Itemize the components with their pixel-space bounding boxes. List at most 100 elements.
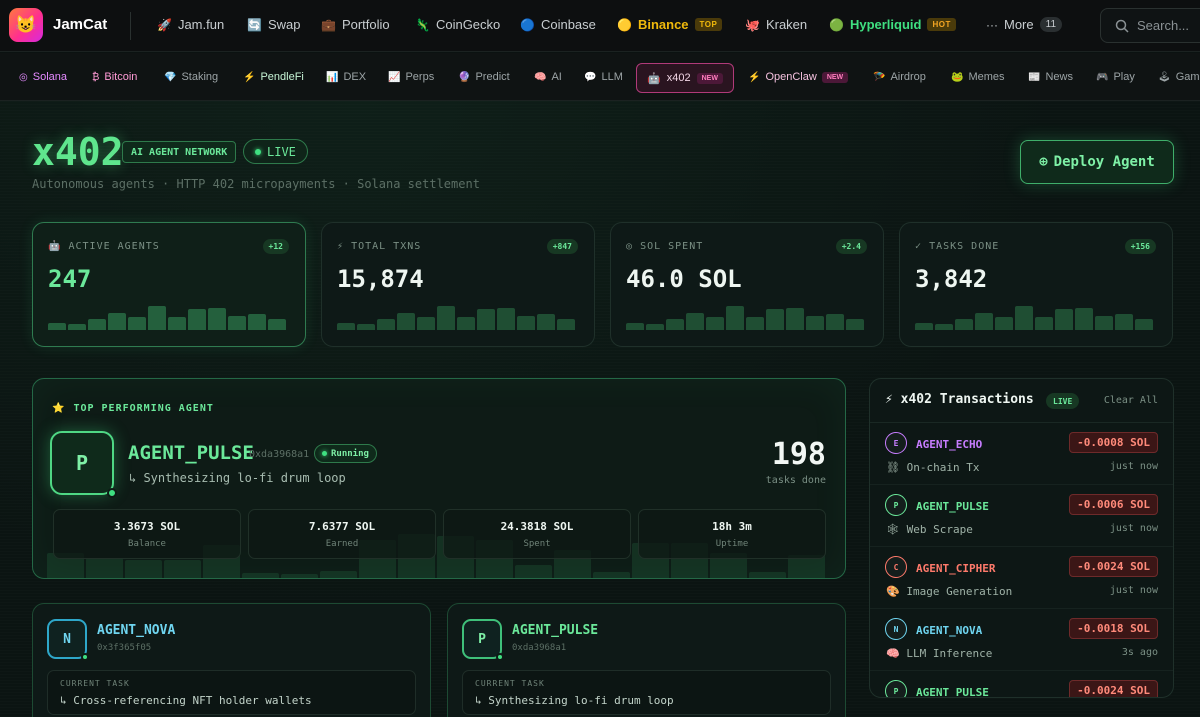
tab-x402[interactable]: 🤖 x402 NEW — [636, 63, 734, 93]
tab-label: Solana — [32, 71, 67, 83]
transaction-row[interactable]: P AGENT_PULSE -0.0024 SOL — [870, 671, 1173, 697]
stat-card-sol-spent: ◎ SOL SPENT +2.4 46.0 SOL — [610, 222, 884, 347]
tab-play[interactable]: 🎮 Play — [1096, 71, 1135, 83]
activity-bar — [515, 565, 552, 578]
page-title: x402 — [32, 130, 124, 174]
tx-time: just now — [1109, 461, 1158, 472]
web-icon: 🕸 — [886, 523, 900, 536]
stat-delta: +2.4 — [835, 239, 867, 254]
transaction-row[interactable]: C AGENT_CIPHER -0.0024 SOL 🎨 Image Gener… — [870, 547, 1173, 609]
stat-value: 247 — [48, 265, 92, 293]
tab-label: Bitcoin — [104, 71, 138, 83]
bolt-icon: ⚡ — [243, 71, 256, 83]
main-content: x402 AI AGENT NETWORK LIVE Autonomous ag… — [0, 101, 1200, 717]
sparkline-bar — [228, 316, 246, 330]
tab-label: Predict — [475, 71, 510, 83]
tab-games[interactable]: 🕹 Games — [1158, 71, 1200, 83]
page-subtitle: Autonomous agents · HTTP 402 micropaymen… — [32, 177, 480, 191]
top-agent-label-text: TOP PERFORMING AGENT — [73, 403, 214, 414]
trend-icon: 📈 — [388, 71, 401, 83]
nav-item-swap[interactable]: 🔄 Swap — [247, 17, 300, 32]
avatar: P — [50, 431, 117, 498]
new-badge: NEW — [821, 71, 849, 83]
tab-news[interactable]: 📰 News — [1028, 71, 1073, 83]
sparkline-bar — [337, 323, 355, 330]
sparkline-bar — [128, 317, 146, 330]
nav-item-coinbase[interactable]: 🔵 Coinbase — [520, 17, 596, 32]
nav-item-more[interactable]: ··· More 11 — [986, 17, 1063, 32]
top-agent-panel[interactable]: ⭐ TOP PERFORMING AGENT P AGENT_PULSE 0xda… — [32, 378, 846, 579]
nav-divider — [130, 12, 131, 40]
agent-card-pulse[interactable]: P AGENT_PULSE 0xda3968a1 CURRENT TASK ↳ … — [447, 603, 846, 717]
clear-all-button[interactable]: Clear All — [1103, 395, 1158, 406]
briefcase-icon: 💼 — [321, 17, 336, 32]
brand-name[interactable]: JamCat — [53, 16, 108, 33]
sparkline — [915, 302, 1153, 330]
tab-staking[interactable]: 💎 Staking — [164, 71, 218, 83]
jamcat-logo-icon[interactable]: 😺 — [9, 8, 43, 42]
network-tag: AI AGENT NETWORK — [122, 141, 237, 163]
tab-label: Airdrop — [890, 71, 926, 83]
sparkline-bar — [626, 323, 644, 330]
sparkline-bar — [666, 319, 684, 330]
tab-perps[interactable]: 📈 Perps — [388, 71, 434, 83]
transactions-title: ⚡ x402 Transactions — [885, 392, 1034, 407]
tab-llm[interactable]: 💬 LLM — [584, 71, 623, 83]
live-label: LIVE — [267, 144, 296, 159]
bolt-icon: ⚡ — [748, 71, 761, 83]
tx-amount: -0.0008 SOL — [1069, 432, 1158, 453]
stat-value: 46.0 SOL — [626, 265, 742, 293]
agent-name: AGENT_PULSE — [128, 442, 254, 464]
avatar-initial: P — [893, 500, 899, 510]
tab-pendlefi[interactable]: ⚡ PendleFi — [243, 71, 304, 83]
tab-bitcoin[interactable]: ₿ Bitcoin — [92, 71, 137, 83]
top-nav: 😺 JamCat 🚀 Jam.fun 🔄 Swap 💼 Portfolio 🦎 Coin… — [0, 0, 1200, 52]
online-dot-icon — [496, 653, 504, 661]
tab-predict[interactable]: 🔮 Predict — [458, 71, 510, 83]
newspaper-icon: 📰 — [1028, 71, 1041, 83]
sparkline-bar — [377, 319, 395, 330]
transaction-row[interactable]: E AGENT_ECHO -0.0008 SOL ⛓ On-chain Tx j… — [870, 423, 1173, 485]
tab-ai[interactable]: 🧠 AI — [534, 71, 562, 83]
avatar: P — [885, 680, 907, 697]
activity-bar — [788, 555, 825, 578]
search-input[interactable]: Search... — [1100, 8, 1200, 43]
gem-icon: 💎 — [164, 71, 177, 83]
nav-item-portfolio[interactable]: 💼 Portfolio — [321, 17, 390, 32]
tx-agent-name: AGENT_ECHO — [916, 438, 983, 451]
nav-item-hyperliquid[interactable]: 🟢 Hyperliquid HOT — [829, 17, 956, 32]
sparkline-bar — [826, 314, 844, 330]
hot-badge: HOT — [927, 18, 956, 31]
nav-item-jamfun[interactable]: 🚀 Jam.fun — [157, 17, 224, 32]
agent-card-nova[interactable]: N AGENT_NOVA 0x3f365f05 CURRENT TASK ↳ C… — [32, 603, 431, 717]
more-count-badge: 11 — [1039, 17, 1063, 32]
tab-label: OpenClaw — [765, 71, 817, 83]
coinbase-icon: 🔵 — [520, 17, 535, 32]
nav-item-kraken[interactable]: 🐙 Kraken — [745, 17, 807, 32]
status-badge: Running — [314, 444, 377, 463]
search-icon — [1115, 19, 1129, 33]
sparkline-bar — [557, 319, 575, 330]
sparkline-bar — [477, 309, 495, 330]
tab-openclaw[interactable]: ⚡ OpenClaw NEW — [748, 71, 849, 83]
tab-label: Play — [1113, 71, 1135, 83]
deploy-agent-button[interactable]: ⊕ Deploy Agent — [1020, 140, 1174, 184]
parachute-icon: 🪂 — [873, 71, 886, 83]
sparkline-bar — [915, 323, 933, 330]
tx-type: 🕸 Web Scrape — [886, 523, 973, 536]
stat-card-active-agents: 🤖 ACTIVE AGENTS +12 247 — [32, 222, 306, 347]
stat-delta: +847 — [546, 239, 578, 254]
tab-solana[interactable]: ◎ Solana — [19, 71, 67, 83]
nav-item-coingecko[interactable]: 🦎 CoinGecko — [415, 17, 500, 32]
stat-card-tasks-done: ✓ TASKS DONE +156 3,842 — [899, 222, 1173, 347]
nav-item-binance[interactable]: 🟡 Binance TOP — [617, 17, 723, 32]
tab-dex[interactable]: 📊 DEX — [326, 71, 366, 83]
transaction-row[interactable]: P AGENT_PULSE -0.0006 SOL 🕸 Web Scrape j… — [870, 485, 1173, 547]
sparkline-bar — [248, 314, 266, 330]
rocket-icon: 🚀 — [157, 17, 172, 32]
transaction-row[interactable]: N AGENT_NOVA -0.0018 SOL 🧠 LLM Inference… — [870, 609, 1173, 671]
transactions-panel: ⚡ x402 Transactions LIVE Clear All E AGE… — [869, 378, 1174, 698]
nav-label: CoinGecko — [435, 17, 501, 32]
tab-memes[interactable]: 🐸 Memes — [951, 71, 1005, 83]
tab-airdrop[interactable]: 🪂 Airdrop — [873, 71, 926, 83]
